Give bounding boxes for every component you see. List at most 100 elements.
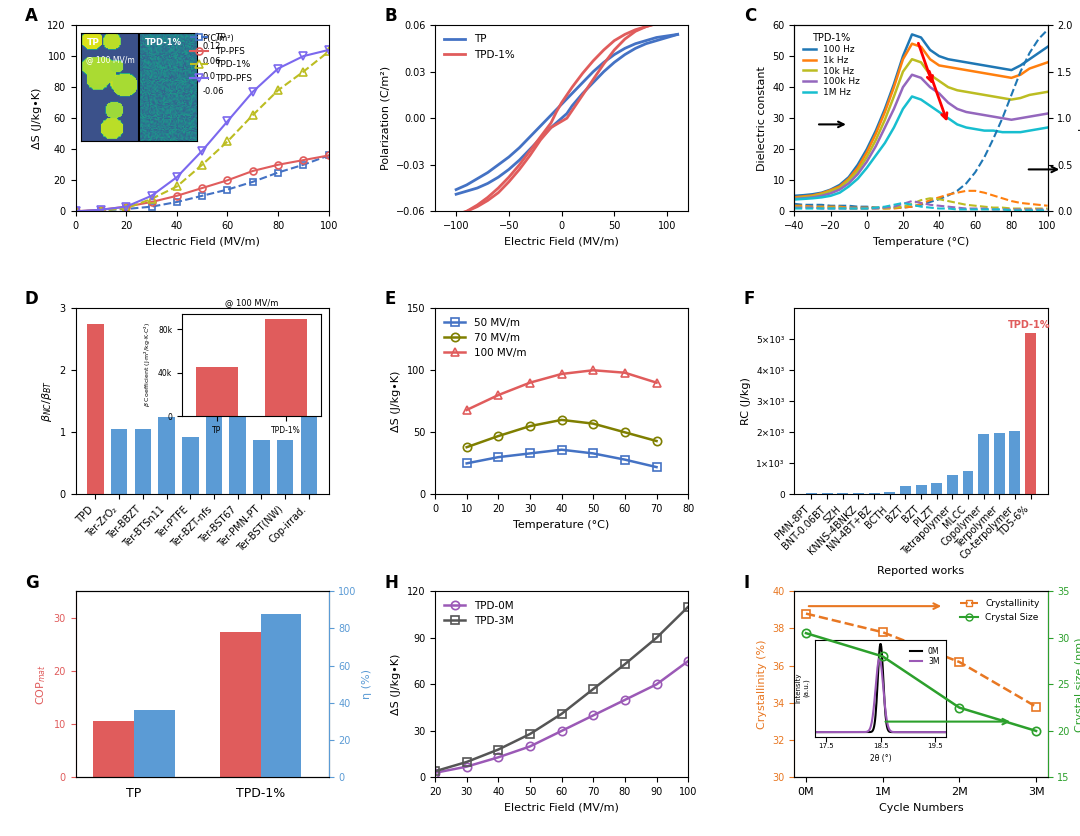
1k Hz bbox=[987, 69, 1000, 79]
TPD-1% bbox=[94, 206, 107, 216]
1M Hz bbox=[1041, 123, 1054, 133]
1k Hz bbox=[861, 147, 874, 157]
TPD-PFS bbox=[94, 205, 107, 215]
1k Hz bbox=[788, 192, 801, 202]
100 MV/m bbox=[619, 368, 632, 378]
100k Hz bbox=[824, 188, 837, 198]
100 Hz bbox=[933, 51, 946, 61]
1k Hz bbox=[842, 174, 855, 184]
X-axis label: Temperature (°C): Temperature (°C) bbox=[513, 520, 610, 530]
Bar bbox=[253, 441, 270, 494]
Y-axis label: COP$_{mat}$: COP$_{mat}$ bbox=[35, 664, 48, 705]
TP-PFS bbox=[221, 176, 234, 186]
100 Hz bbox=[969, 59, 982, 69]
Y-axis label: ΔS (J/kg•K): ΔS (J/kg•K) bbox=[31, 88, 42, 149]
100 MV/m bbox=[555, 369, 568, 379]
Legend: 100 Hz, 1k Hz, 10k Hz, 100k Hz, 1M Hz: 100 Hz, 1k Hz, 10k Hz, 100k Hz, 1M Hz bbox=[799, 29, 864, 101]
Text: -0.06: -0.06 bbox=[202, 87, 224, 96]
1M Hz bbox=[923, 101, 936, 111]
Y-axis label: $\beta_{NC}/\beta_{BT}$: $\beta_{NC}/\beta_{BT}$ bbox=[40, 380, 54, 422]
Text: 0.06: 0.06 bbox=[202, 57, 220, 66]
TPD-3M bbox=[491, 745, 504, 755]
Line: 50 MV/m: 50 MV/m bbox=[462, 446, 661, 472]
TP-PFS bbox=[171, 191, 184, 201]
100k Hz bbox=[923, 82, 936, 92]
1k Hz bbox=[815, 188, 828, 198]
10k Hz bbox=[806, 191, 819, 201]
TP-PFS bbox=[195, 183, 208, 193]
TP-PFS bbox=[271, 160, 284, 170]
100 Hz bbox=[950, 56, 963, 66]
1M Hz bbox=[888, 123, 901, 133]
TP-PFS bbox=[145, 197, 158, 207]
1M Hz bbox=[788, 195, 801, 205]
100k Hz bbox=[833, 185, 846, 195]
100k Hz bbox=[905, 69, 918, 79]
100 MV/m bbox=[491, 390, 504, 400]
TPD-1% bbox=[322, 47, 335, 57]
Text: G: G bbox=[25, 573, 39, 592]
1M Hz bbox=[815, 192, 828, 202]
Bar bbox=[806, 493, 816, 494]
Y-axis label: RC (J/kg): RC (J/kg) bbox=[741, 377, 751, 426]
Line: TP: TP bbox=[72, 152, 333, 215]
Bar bbox=[260, 614, 301, 777]
100 Hz bbox=[1041, 42, 1054, 52]
10k Hz bbox=[942, 82, 955, 92]
TP bbox=[221, 185, 234, 195]
10k Hz bbox=[833, 183, 846, 193]
100 Hz bbox=[915, 33, 928, 43]
1k Hz bbox=[1014, 69, 1027, 79]
TPD-0M bbox=[460, 762, 473, 772]
TPD-PFS bbox=[271, 64, 284, 74]
10k Hz bbox=[933, 76, 946, 86]
Bar bbox=[931, 482, 942, 494]
10k Hz bbox=[950, 85, 963, 95]
10k Hz bbox=[960, 87, 973, 97]
TPD-0M bbox=[681, 656, 694, 666]
Bar bbox=[853, 493, 864, 494]
100 Hz bbox=[788, 191, 801, 201]
TPD-PFS bbox=[195, 145, 208, 155]
X-axis label: Electric Field (MV/m): Electric Field (MV/m) bbox=[504, 237, 619, 247]
50 MV/m bbox=[619, 455, 632, 465]
TPD-PFS bbox=[246, 87, 259, 97]
100k Hz bbox=[806, 192, 819, 202]
Bar bbox=[205, 412, 222, 494]
Bar bbox=[1010, 431, 1021, 494]
TPD-1% bbox=[297, 67, 310, 77]
1M Hz bbox=[915, 94, 928, 104]
TP bbox=[171, 197, 184, 207]
100 Hz bbox=[987, 62, 1000, 72]
Line: 1M Hz: 1M Hz bbox=[795, 96, 1048, 200]
70 MV/m bbox=[491, 431, 504, 441]
10k Hz bbox=[996, 93, 1009, 103]
Line: TPD-1%: TPD-1% bbox=[71, 48, 333, 216]
1M Hz bbox=[969, 124, 982, 134]
1k Hz bbox=[878, 107, 891, 117]
1k Hz bbox=[1005, 73, 1018, 83]
TPD-1% bbox=[120, 203, 133, 213]
Y-axis label: Dielectric constant: Dielectric constant bbox=[757, 66, 767, 171]
100k Hz bbox=[878, 123, 891, 133]
1M Hz bbox=[996, 127, 1009, 137]
1k Hz bbox=[833, 181, 846, 191]
100k Hz bbox=[960, 107, 973, 117]
X-axis label: Electric Field (MV/m): Electric Field (MV/m) bbox=[504, 803, 619, 813]
100k Hz bbox=[815, 191, 828, 201]
1k Hz bbox=[950, 64, 963, 74]
Bar bbox=[947, 475, 958, 494]
1M Hz bbox=[861, 163, 874, 173]
100 Hz bbox=[833, 180, 846, 190]
TPD-1% bbox=[246, 110, 259, 120]
TP bbox=[69, 206, 82, 217]
100k Hz bbox=[896, 82, 909, 92]
100 Hz bbox=[942, 54, 955, 64]
1M Hz bbox=[933, 107, 946, 117]
1M Hz bbox=[1005, 127, 1018, 137]
1M Hz bbox=[824, 191, 837, 201]
100 MV/m bbox=[460, 405, 473, 415]
10k Hz bbox=[824, 186, 837, 196]
TPD-3M bbox=[650, 633, 663, 643]
Y-axis label: Loss: Loss bbox=[1078, 106, 1080, 130]
